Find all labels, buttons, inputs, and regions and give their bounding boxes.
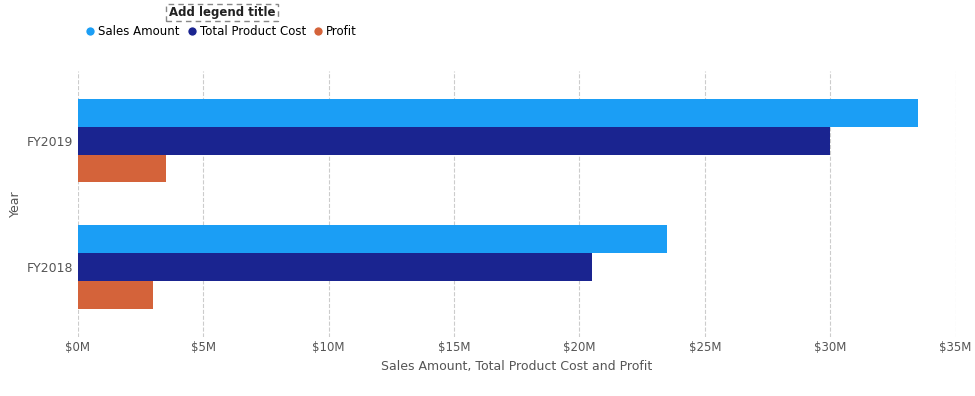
Bar [166, 4, 279, 21]
Bar [78, 281, 153, 309]
Bar [78, 127, 830, 155]
Bar [78, 225, 667, 253]
Legend: Sales Amount, Total Product Cost, Profit: Sales Amount, Total Product Cost, Profit [84, 3, 361, 42]
Y-axis label: Year: Year [9, 190, 22, 217]
Bar [78, 253, 592, 281]
X-axis label: Sales Amount, Total Product Cost and Profit: Sales Amount, Total Product Cost and Pro… [381, 360, 652, 373]
Bar [78, 99, 917, 127]
Bar [78, 155, 166, 183]
